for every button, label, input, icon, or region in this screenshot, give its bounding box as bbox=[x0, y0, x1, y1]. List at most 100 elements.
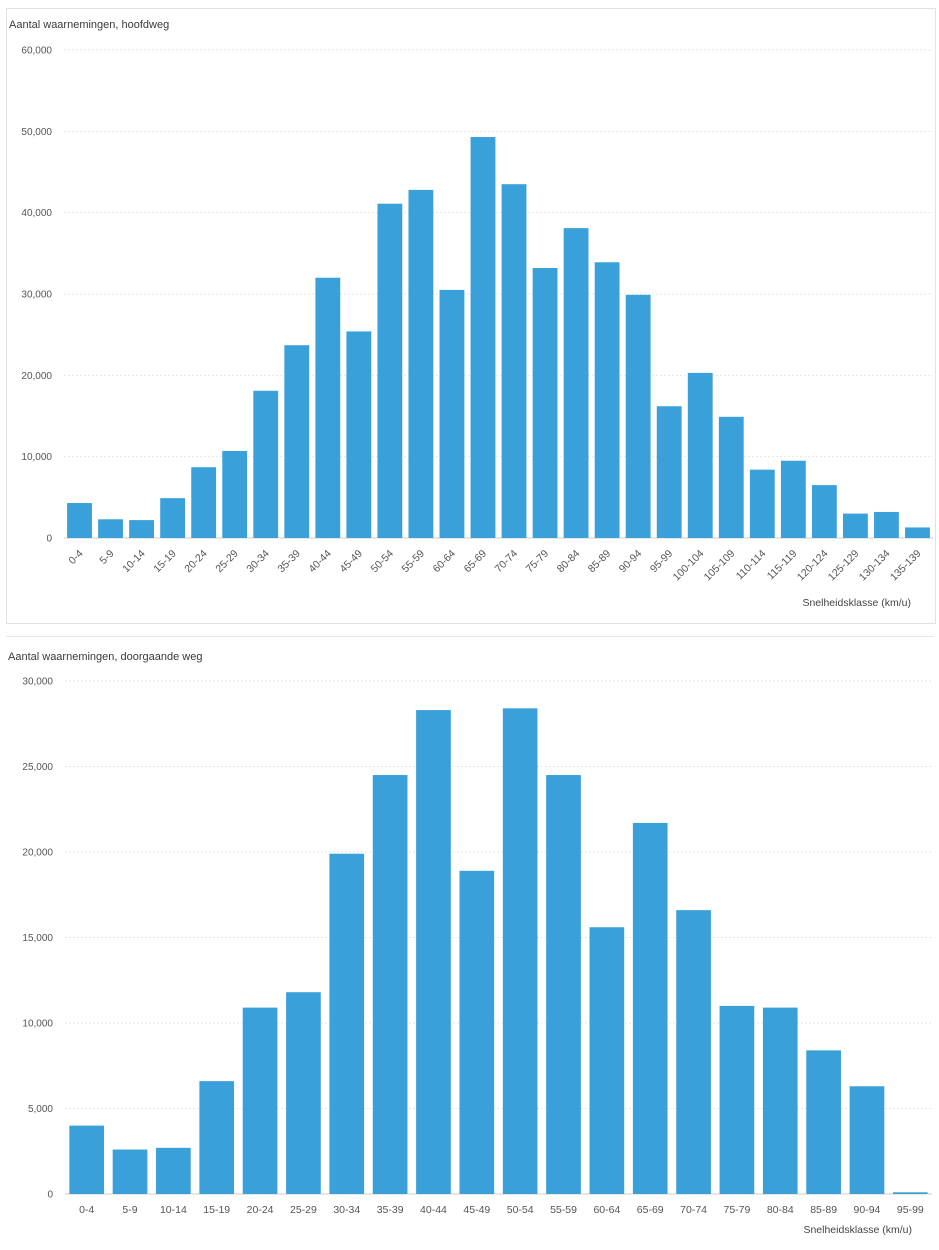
x-axis-title: Snelheidsklasse (km/u) bbox=[802, 597, 911, 609]
chart-hoofdweg: Aantal waarnemingen, hoofdweg 0 10,000 20,… bbox=[6, 8, 936, 624]
x-tick-label: 25-29 bbox=[213, 548, 241, 576]
bar bbox=[676, 910, 711, 1194]
bar bbox=[892, 1192, 928, 1194]
bar bbox=[905, 527, 930, 538]
x-tick-label: 20-24 bbox=[182, 548, 210, 576]
bar bbox=[67, 503, 92, 538]
x-tick-label: 70-74 bbox=[680, 1204, 707, 1216]
x-tick-label: 75-79 bbox=[524, 548, 552, 576]
bar bbox=[546, 775, 581, 1194]
x-tick-label: 0-4 bbox=[66, 548, 85, 567]
bar bbox=[329, 853, 365, 1194]
bar bbox=[199, 1081, 235, 1194]
bar bbox=[191, 467, 217, 538]
x-tick-label: 0-4 bbox=[79, 1204, 94, 1216]
bar bbox=[532, 267, 558, 538]
y-tick-label: 30,000 bbox=[22, 677, 53, 688]
x-tick-label: 45-49 bbox=[463, 1204, 490, 1216]
x-tick-label: 15-19 bbox=[151, 548, 179, 576]
x-tick-label: 40-44 bbox=[306, 548, 334, 576]
bar bbox=[156, 1147, 191, 1194]
bar bbox=[718, 416, 744, 538]
x-tick-label: 125-129 bbox=[826, 548, 862, 584]
bar bbox=[69, 1125, 105, 1194]
chart-doorgaande-weg: Aantal waarnemingen, doorgaande weg 0 5,0… bbox=[6, 636, 934, 1245]
x-tick-label: 95-99 bbox=[897, 1204, 924, 1216]
bar bbox=[222, 450, 248, 538]
bar bbox=[470, 137, 496, 538]
bar bbox=[377, 203, 403, 538]
y-tick-label: 0 bbox=[46, 534, 52, 545]
bar bbox=[112, 1149, 148, 1194]
x-tick-label: 65-69 bbox=[462, 548, 490, 576]
bar bbox=[780, 460, 806, 538]
x-tick-label: 50-54 bbox=[507, 1204, 534, 1216]
y-tick-label: 15,000 bbox=[22, 933, 53, 944]
y-tick-label: 50,000 bbox=[21, 127, 52, 138]
bar bbox=[372, 775, 408, 1194]
y-tick-label: 10,000 bbox=[21, 452, 52, 463]
x-tick-label: 80-84 bbox=[555, 548, 583, 576]
x-tick-label: 65-69 bbox=[637, 1204, 664, 1216]
x-tick-label: 105-109 bbox=[702, 548, 738, 584]
x-tick-label: 50-54 bbox=[369, 548, 397, 576]
chart-plot-area: 0 10,000 20,000 30,000 40,000 50,000 60,000 0-4… bbox=[21, 46, 933, 584]
bar bbox=[656, 406, 682, 538]
bar bbox=[563, 228, 589, 538]
x-tick-label: 35-39 bbox=[275, 548, 303, 576]
bar bbox=[284, 345, 310, 538]
bar bbox=[502, 708, 538, 1194]
bar bbox=[806, 1050, 841, 1194]
x-tick-label: 85-89 bbox=[810, 1204, 837, 1216]
x-tick-label: 85-89 bbox=[586, 548, 614, 576]
x-tick-label: 70-74 bbox=[493, 548, 521, 576]
x-tick-label: 30-34 bbox=[244, 548, 272, 576]
bar bbox=[286, 992, 321, 1194]
x-tick-label: 110-114 bbox=[734, 548, 769, 583]
y-tick-label: 25,000 bbox=[22, 762, 53, 773]
y-tick-label: 5,000 bbox=[28, 1104, 53, 1115]
bar bbox=[594, 262, 620, 538]
x-tick-label: 40-44 bbox=[420, 1204, 447, 1216]
y-tick-label: 0 bbox=[47, 1190, 53, 1201]
x-tick-label: 90-94 bbox=[854, 1204, 881, 1216]
bar bbox=[687, 372, 713, 538]
bar bbox=[632, 822, 668, 1194]
x-tick-label: 30-34 bbox=[333, 1204, 360, 1216]
y-tick-label: 40,000 bbox=[21, 208, 52, 219]
bar bbox=[439, 289, 465, 538]
x-tick-label: 45-49 bbox=[337, 548, 365, 576]
bar bbox=[459, 870, 495, 1194]
chart-title: Aantal waarnemingen, doorgaande weg bbox=[8, 651, 203, 663]
bar bbox=[842, 513, 868, 538]
bar bbox=[749, 469, 775, 538]
y-tick-label: 30,000 bbox=[21, 290, 52, 301]
x-tick-label: 55-59 bbox=[550, 1204, 577, 1216]
x-tick-label: 55-59 bbox=[400, 548, 428, 576]
y-tick-label: 10,000 bbox=[22, 1019, 53, 1030]
bar bbox=[589, 927, 625, 1194]
bar bbox=[346, 331, 372, 538]
x-tick-label: 130-134 bbox=[857, 548, 893, 584]
y-tick-label: 20,000 bbox=[22, 848, 53, 859]
x-tick-label: 5-9 bbox=[97, 548, 116, 567]
x-tick-label: 135-139 bbox=[888, 548, 924, 584]
bar bbox=[98, 519, 123, 538]
bar bbox=[242, 1007, 278, 1194]
x-tick-label: 80-84 bbox=[767, 1204, 794, 1216]
bar bbox=[501, 184, 527, 538]
bar bbox=[129, 520, 155, 538]
bar bbox=[416, 710, 451, 1194]
x-tick-label: 120-124 bbox=[795, 548, 831, 584]
bar bbox=[408, 189, 434, 539]
bar bbox=[625, 294, 651, 538]
x-tick-label: 100-104 bbox=[671, 548, 707, 584]
x-tick-label: 10-14 bbox=[120, 548, 148, 576]
bar bbox=[762, 1007, 798, 1194]
x-tick-label: 10-14 bbox=[160, 1204, 187, 1216]
x-tick-label: 15-19 bbox=[203, 1204, 230, 1216]
x-tick-label: 60-64 bbox=[593, 1204, 620, 1216]
bar bbox=[160, 498, 186, 538]
bar bbox=[253, 390, 279, 538]
chart-plot-area: 0 5,000 10,000 15,000 20,000 25,000 30,000 0-4 5… bbox=[22, 677, 932, 1216]
